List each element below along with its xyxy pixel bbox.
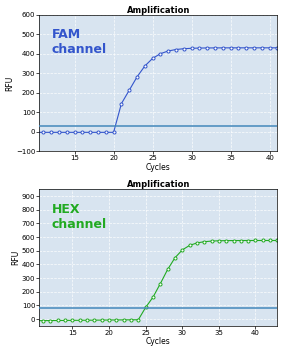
Title: Amplification: Amplification [127, 6, 190, 14]
X-axis label: Cycles: Cycles [146, 338, 171, 346]
Y-axis label: RFU: RFU [6, 75, 14, 90]
X-axis label: Cycles: Cycles [146, 163, 171, 172]
Title: Amplification: Amplification [127, 180, 190, 189]
Text: HEX
channel: HEX channel [52, 203, 106, 231]
Text: FAM
channel: FAM channel [52, 28, 106, 56]
Y-axis label: RFU: RFU [11, 250, 20, 265]
